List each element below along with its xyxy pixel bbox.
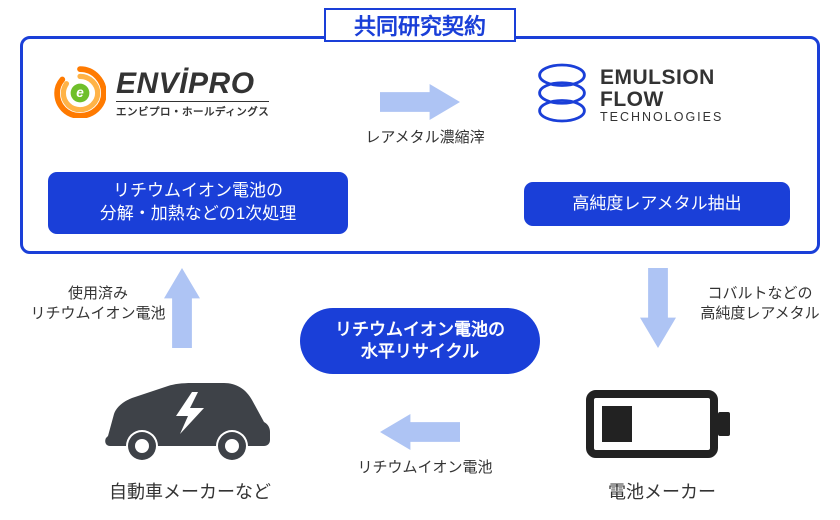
arrow-right-down-icon (640, 268, 676, 348)
envipro-swirl-icon: e (54, 66, 106, 123)
car-label: 自動車メーカーなど (90, 480, 290, 504)
arrow-label-left: 使用済みリチウムイオン電池 (28, 284, 168, 325)
eft-line2: FLOW (600, 89, 723, 111)
arrow-label-top: レアメタル濃縮滓 (350, 128, 500, 148)
envipro-name: ENVİPRO (116, 70, 269, 99)
battery-label: 電池メーカー (602, 480, 722, 504)
contract-title: 共同研究契約 (324, 8, 516, 42)
diagram-canvas: 共同研究契約 e ENVİPRO エンビプロ・ホールディングス EMULSION… (0, 0, 840, 520)
car-icon (96, 374, 276, 464)
eft-rings-icon (534, 60, 590, 131)
process-pill-right: 高純度レアメタル抽出 (524, 182, 790, 226)
eft-line1: EMULSION (600, 67, 723, 89)
svg-text:e: e (76, 85, 84, 100)
arrow-label-bottom: リチウムイオン電池 (340, 458, 510, 478)
envipro-logo: e ENVİPRO エンビプロ・ホールディングス (54, 66, 269, 123)
arrow-left-up-icon (164, 268, 200, 348)
eft-line3: TECHNOLOGIES (600, 111, 723, 124)
arrow-top-icon (380, 84, 460, 120)
arrow-label-right: コバルトなどの高純度レアメタル (690, 284, 830, 325)
envipro-subtitle: エンビプロ・ホールディングス (116, 101, 269, 119)
contract-title-text: 共同研究契約 (354, 9, 486, 41)
process-pill-left: リチウムイオン電池の分解・加熱などの1次処理 (48, 172, 348, 234)
arrow-bottom-icon (380, 414, 460, 450)
center-oval: リチウムイオン電池の水平リサイクル (300, 308, 540, 374)
eft-logo: EMULSION FLOW TECHNOLOGIES (534, 60, 723, 131)
battery-icon (584, 384, 734, 464)
